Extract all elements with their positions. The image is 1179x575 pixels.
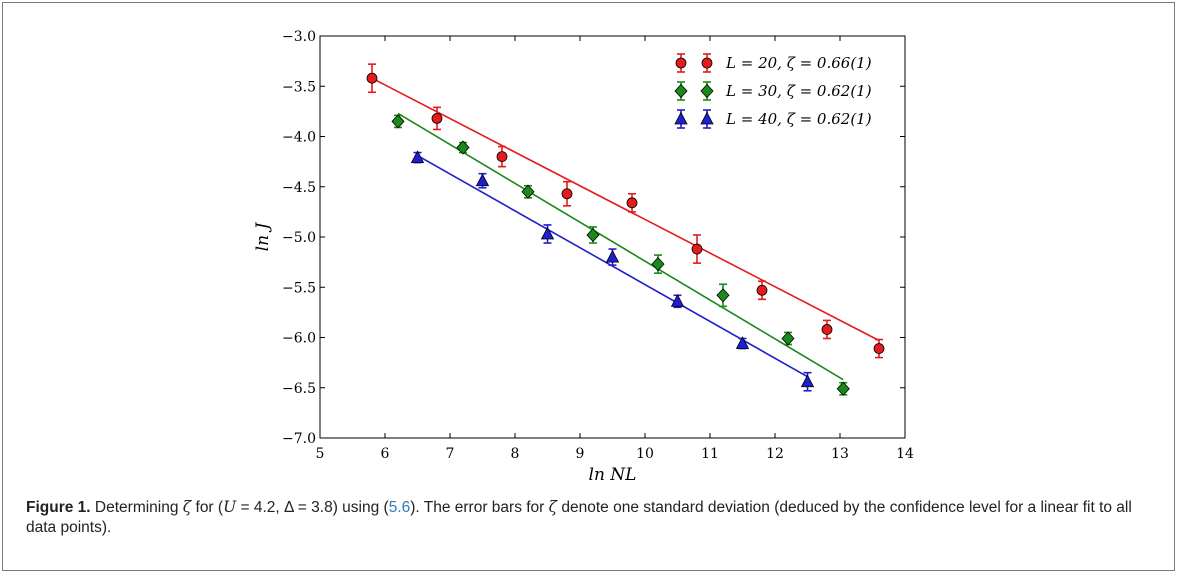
data-point <box>391 114 405 129</box>
x-tick-label: 14 <box>896 446 914 462</box>
legend-label: L = 30, ζ = 0.62(1) <box>725 82 872 100</box>
y-tick-label: −5.5 <box>282 280 316 296</box>
data-point <box>670 293 685 307</box>
caption-text: Determining ζ for (U = 4.2, Δ = 3.8) usi… <box>26 498 1132 536</box>
x-tick-label: 10 <box>636 446 654 462</box>
x-tick-label: 9 <box>576 446 585 462</box>
data-point <box>410 150 425 164</box>
data-point <box>873 343 885 354</box>
data-point <box>716 288 730 303</box>
data-point <box>651 257 665 272</box>
figure-caption: Figure 1. Determining ζ for (U = 4.2, Δ … <box>26 497 1151 538</box>
legend-label: L = 20, ζ = 0.66(1) <box>725 54 872 72</box>
equation-reference[interactable]: 5.6 <box>388 499 411 516</box>
x-tick-label: 11 <box>701 446 719 462</box>
data-point <box>756 284 768 296</box>
x-tick-label: 12 <box>766 446 784 462</box>
fit-line <box>371 77 880 342</box>
legend-marker <box>674 111 688 125</box>
data-point <box>586 227 600 243</box>
legend-marker <box>700 83 714 99</box>
data-point <box>626 197 638 209</box>
caption-fragment: U <box>223 498 237 516</box>
caption-fragment: ). The error bars for <box>410 499 549 516</box>
x-tick-label: 6 <box>381 446 390 462</box>
caption-fragment: = 4.2, Δ = 3.8) using ( <box>236 499 389 516</box>
data-point <box>836 381 850 396</box>
figure-label: Figure 1. <box>26 499 91 516</box>
x-tick-label: 8 <box>511 446 520 462</box>
y-tick-label: −6.5 <box>282 381 316 397</box>
y-tick-label: −7.0 <box>282 431 316 447</box>
series-2 <box>391 112 850 396</box>
data-point <box>496 151 508 163</box>
caption-fragment: ζ <box>548 498 558 516</box>
caption-fragment: for ( <box>191 499 224 516</box>
legend-label: L = 40, ζ = 0.62(1) <box>725 110 872 128</box>
legend-marker <box>675 57 687 69</box>
data-point <box>800 374 815 388</box>
data-point <box>521 184 535 199</box>
series-3 <box>410 150 815 392</box>
y-tick-label: −3.5 <box>282 79 316 95</box>
caption-fragment: denote one standard deviation (deduced b… <box>26 499 1132 536</box>
x-tick-label: 13 <box>831 446 849 462</box>
data-point <box>735 336 750 349</box>
caption-fragment: Determining <box>90 499 183 516</box>
y-axis-label: ln J <box>253 222 273 252</box>
legend-marker <box>701 57 713 69</box>
data-point <box>366 72 378 84</box>
data-point <box>540 226 555 240</box>
legend-entry-1: L = 20, ζ = 0.66(1) <box>675 53 872 73</box>
data-point <box>456 140 470 155</box>
data-point <box>475 173 490 187</box>
y-tick-label: −6.0 <box>282 331 316 347</box>
y-tick-label: −4.0 <box>282 130 316 146</box>
chart: 5 6 7 8 9 10 11 12 13 14 −3.0 −3.5 −4.0 −4.5 −5.0 −5.5 −… <box>253 29 914 485</box>
x-axis-label: ln NL <box>589 465 637 485</box>
y-tick-label: −3.0 <box>282 29 316 45</box>
x-tick-label: 5 <box>316 446 325 462</box>
data-point <box>605 249 620 263</box>
data-point <box>691 243 703 255</box>
series-1 <box>366 63 885 359</box>
caption-fragment: ζ <box>182 498 192 516</box>
data-point <box>431 113 443 124</box>
y-tick-label: −5.0 <box>282 230 316 246</box>
data-point <box>781 331 795 346</box>
legend-marker <box>700 111 714 125</box>
data-point <box>821 324 833 335</box>
legend-entry-3: L = 40, ζ = 0.62(1) <box>674 109 872 129</box>
x-tick-label: 7 <box>446 446 455 462</box>
fit-line <box>417 154 808 378</box>
legend-entry-2: L = 30, ζ = 0.62(1) <box>674 81 872 101</box>
fit-line <box>397 112 844 381</box>
legend-marker <box>674 83 688 99</box>
y-tick-label: −4.5 <box>282 180 316 196</box>
data-point <box>561 188 573 200</box>
